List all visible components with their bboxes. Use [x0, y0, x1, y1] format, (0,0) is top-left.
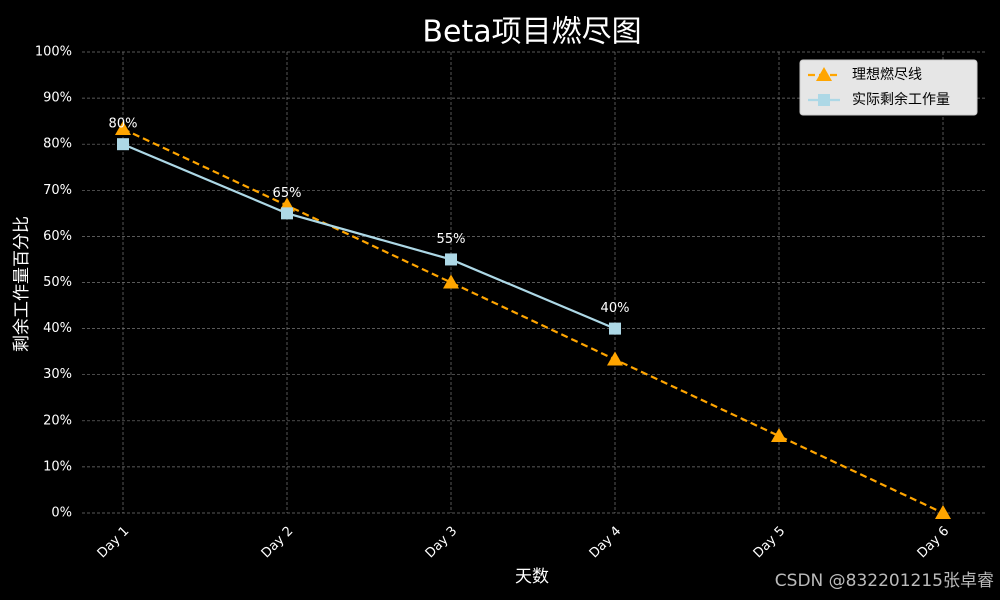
data-point: [115, 120, 131, 135]
y-tick-label: 100%: [35, 45, 72, 60]
y-tick-label: 80%: [43, 137, 72, 152]
watermark: CSDN @832201215张卓睿: [775, 571, 994, 591]
x-tick-label: Day 2: [259, 524, 297, 562]
series-line: [122, 143, 616, 330]
x-tick-label: Day 5: [751, 524, 789, 562]
y-tick-label: 60%: [43, 229, 72, 244]
chart-title: Beta项目燃尽图: [422, 15, 641, 50]
y-tick-label: 30%: [43, 367, 72, 382]
data-point: [281, 207, 293, 220]
data-point: [445, 253, 457, 266]
x-tick-label: Day 1: [95, 524, 133, 562]
data-point: [935, 505, 951, 519]
data-point: [443, 274, 459, 289]
x-tick-label: Day 4: [587, 524, 625, 562]
data-label: 65%: [273, 186, 302, 201]
legend-box: [799, 59, 978, 116]
x-axis-label: 天数: [515, 567, 549, 587]
y-axis-label: 剩余工作量百分比: [12, 216, 32, 352]
legend-marker: [816, 67, 832, 81]
x-tick-label: Day 6: [915, 524, 953, 562]
y-tick-label: 90%: [43, 91, 72, 106]
data-point: [117, 138, 129, 151]
data-label: 40%: [601, 301, 630, 316]
y-tick-label: 0%: [51, 506, 72, 521]
data-point: [771, 428, 787, 443]
data-label: 80%: [109, 117, 138, 132]
y-tick-label: 40%: [43, 321, 72, 336]
data-point: [607, 351, 623, 366]
series-line: [122, 127, 944, 514]
y-tick-label: 20%: [43, 413, 72, 428]
data-label: 55%: [437, 232, 466, 247]
y-tick-label: 50%: [43, 275, 72, 290]
y-tick-label: 70%: [43, 183, 72, 198]
y-tick-label: 10%: [43, 459, 72, 474]
legend-label: 理想燃尽线: [852, 66, 922, 83]
legend-label: 实际剩余工作量: [852, 91, 950, 108]
data-point: [609, 322, 621, 335]
x-tick-label: Day 3: [423, 524, 461, 562]
legend-marker: [818, 94, 830, 106]
